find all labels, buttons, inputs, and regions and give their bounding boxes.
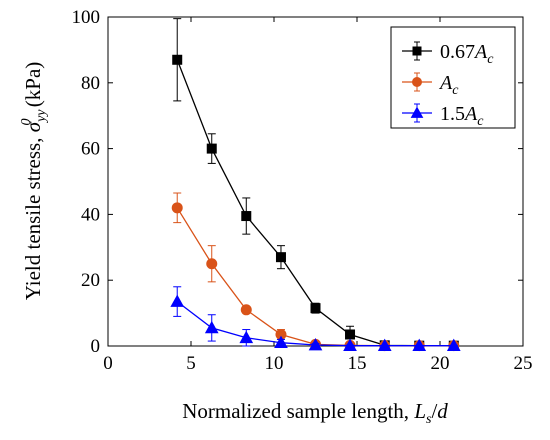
y-axis-title-sub: yy xyxy=(34,109,49,124)
legend-item-1: Ac xyxy=(402,72,459,98)
legend-box xyxy=(390,26,516,129)
y-axis-title-sup: 0 xyxy=(19,118,34,125)
data-point xyxy=(345,329,356,340)
y-axis-title-unit: (kPa) xyxy=(21,62,45,113)
x-axis-title-slash: / xyxy=(431,399,437,423)
data-point xyxy=(343,338,357,351)
x-tick-label: 15 xyxy=(348,353,367,374)
axis-ticks: 0 5 10 15 20 25 0 20 40 60 80 100 xyxy=(72,7,533,374)
data-point xyxy=(377,338,392,351)
legend-label: 0.67Ac xyxy=(440,41,494,67)
data-point xyxy=(412,46,422,56)
legend-item-2: 1.5Ac xyxy=(402,103,484,129)
y-tick-label: 40 xyxy=(81,204,100,225)
data-point xyxy=(170,294,185,307)
y-axis-title-sigma: σ xyxy=(21,120,45,132)
data-point xyxy=(172,54,183,65)
x-axis-title: Normalized sample length, Ls/d xyxy=(182,399,448,427)
series-layer xyxy=(170,18,461,352)
data-point xyxy=(206,143,217,154)
data-point xyxy=(274,335,288,349)
x-tick-label: 25 xyxy=(514,353,533,374)
y-tick-label: 100 xyxy=(72,7,101,28)
data-point xyxy=(240,304,252,316)
legend-label-var: A xyxy=(463,103,478,125)
legend-label-sub: c xyxy=(477,114,484,129)
x-axis-title-main: Normalized sample length, xyxy=(182,399,414,423)
x-axis-title-var: L xyxy=(413,399,426,423)
data-point xyxy=(410,106,424,118)
data-point xyxy=(239,330,254,344)
x-tick-label: 0 xyxy=(103,353,113,374)
data-point xyxy=(241,211,252,222)
legend-item-0: 0.67Ac xyxy=(402,41,494,67)
data-point xyxy=(171,202,183,214)
x-axis-title-sub: s xyxy=(426,412,432,427)
data-point xyxy=(412,338,427,351)
y-tick-label: 20 xyxy=(81,270,100,291)
y-axis-title-main: Yield tensile stress, xyxy=(21,132,45,300)
y-tick-label: 80 xyxy=(81,73,100,94)
y-tick-label: 60 xyxy=(81,139,100,160)
legend-label: 1.5Ac xyxy=(440,103,484,129)
x-tick-label: 10 xyxy=(265,353,284,374)
legend-label-num: 0.67 xyxy=(440,41,475,63)
data-point xyxy=(308,337,323,351)
legend-label-var: A xyxy=(473,41,488,63)
series-2 xyxy=(170,286,461,351)
y-tick-label: 0 xyxy=(91,336,101,357)
data-point xyxy=(275,252,286,263)
legend-label: Ac xyxy=(438,72,459,98)
x-tick-label: 5 xyxy=(186,353,196,374)
x-axis-title-var2: d xyxy=(437,399,448,423)
data-point xyxy=(204,320,219,334)
legend-label-var: A xyxy=(438,72,453,94)
y-axis-title: Yield tensile stress, σyy0 (kPa) xyxy=(19,62,49,301)
data-point xyxy=(446,338,461,351)
legend-label-sub: c xyxy=(452,83,459,98)
legend-label-num: 1.5 xyxy=(440,103,465,125)
data-point xyxy=(412,77,422,87)
data-point xyxy=(206,258,218,270)
x-tick-label: 20 xyxy=(431,353,450,374)
data-point xyxy=(310,303,321,314)
legend-label-sub: c xyxy=(487,52,494,67)
